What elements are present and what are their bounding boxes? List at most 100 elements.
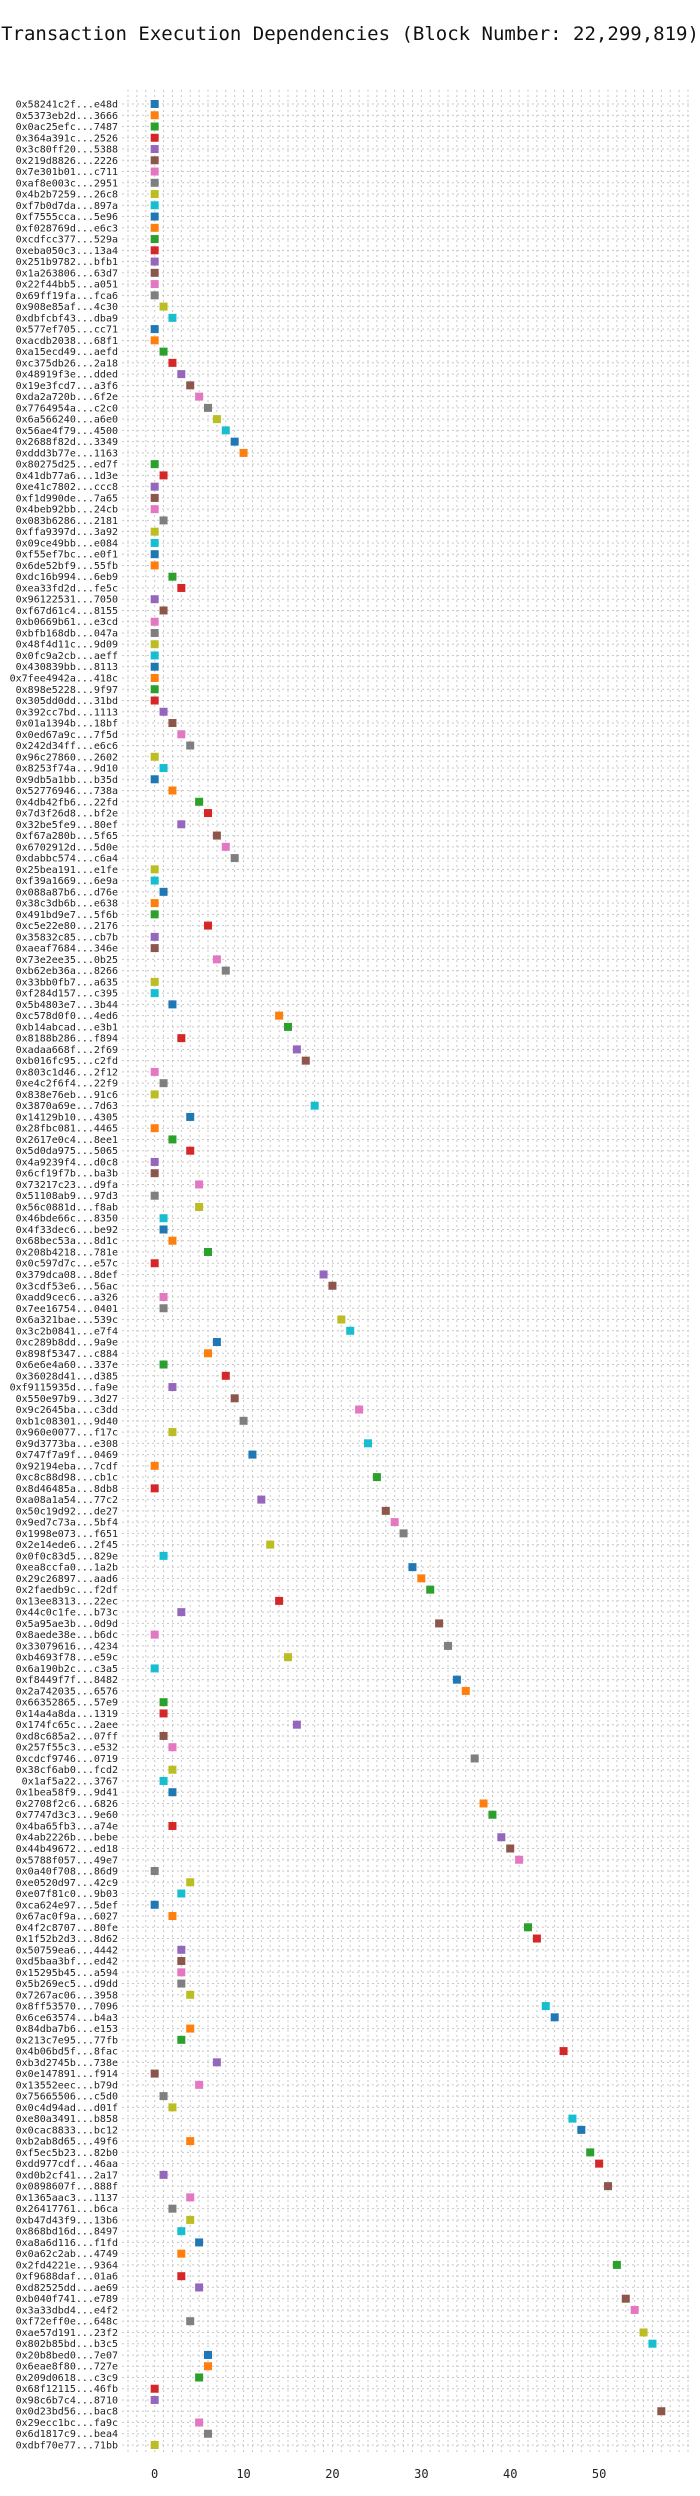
data-point [568,2114,577,2123]
data-point [168,358,177,367]
y-tick-label: 0x69ff19fa...fca6 [16,291,118,302]
data-point [159,1776,168,1785]
data-point [186,1990,195,1999]
data-point [212,831,221,840]
data-point [150,1630,159,1639]
y-tick-label: 0xbfb168db...047a [16,628,118,639]
y-tick-label: 0x13552eec...b79d [16,2080,118,2091]
data-point [150,1461,159,1470]
data-point [177,370,186,379]
y-tick-label: 0xdc16b994...6eb9 [16,572,118,583]
y-tick-label: 0x44b49672...ed18 [16,1844,118,1855]
y-tick-label: 0x92194eba...7cdf [16,1461,118,1472]
data-point [408,1563,417,1572]
data-point [150,910,159,919]
chart-title: Transaction Execution Dependencies (Bloc… [1,23,699,45]
data-point [212,955,221,964]
data-point [150,651,159,660]
y-tick-label: 0x6702912d...5d0e [16,842,118,853]
y-tick-label: 0xf284d157...c395 [16,989,118,1000]
y-tick-label: 0x01a1394b...18bf [16,719,118,730]
y-tick-label: 0x9d3773ba...e308 [16,1439,118,1450]
data-point [150,1191,159,1200]
y-tick-label: 0xdbf70e77...71bb [16,2441,118,2452]
y-tick-label: 0x58241c2f...e48d [16,100,118,111]
data-point [150,1169,159,1178]
y-tick-label: 0xf028769d...e6c3 [16,223,118,234]
data-point [150,2384,159,2393]
data-point [150,640,159,649]
y-tick-label: 0xca624e97...5def [16,1900,118,1911]
data-point [319,1270,328,1279]
data-point [515,1855,524,1864]
y-tick-label: 0xf7b0d7da...897a [16,201,118,212]
grid [122,90,690,2455]
data-point [577,2125,586,2134]
data-point [150,538,159,547]
y-tick-label: 0x0d23bd56...bac8 [16,2407,118,2418]
y-tick-label: 0x2a742035...6576 [16,1686,118,1697]
data-point [541,2002,550,2011]
data-point [177,2249,186,2258]
y-tick-label: 0x1bea58f9...9d41 [16,1788,118,1799]
data-point [150,1867,159,1876]
data-point [168,2204,177,2213]
data-point [461,1686,470,1695]
data-point [150,989,159,998]
data-point [150,212,159,221]
data-point [186,2024,195,2033]
data-point [150,280,159,289]
y-tick-label: 0xf39a1669...6e9a [16,876,118,887]
data-point [150,291,159,300]
y-tick-label: 0x15295b45...a594 [16,1968,118,1979]
y-tick-label: 0xae57d191...23f2 [16,2328,118,2339]
x-tick-label: 50 [592,2467,606,2481]
y-tick-label: 0x20b8bed0...7e07 [16,2350,118,2361]
data-point [435,1619,444,1628]
data-point [150,156,159,165]
data-point [621,2294,630,2303]
y-tick-label: 0x0cac8833...bc12 [16,2125,118,2136]
y-tick-label: 0xffa9397d...3a92 [16,527,118,538]
y-tick-label: 0x5d0da975...5065 [16,1146,118,1157]
y-tick-label: 0xd0b2cf41...2a17 [16,2170,118,2181]
data-point [177,583,186,592]
y-tick-label: 0x8188b286...f894 [16,1034,118,1045]
y-tick-label: 0x9db5a1bb...b35d [16,775,118,786]
data-point [159,1304,168,1313]
y-tick-label: 0xc5e22e80...2176 [16,921,118,932]
data-point [221,1371,230,1380]
data-markers [150,100,666,2449]
data-point [417,1574,426,1583]
data-point [266,1540,275,1549]
data-point [150,482,159,491]
y-tick-label: 0x56c0881d...f8ab [16,1202,118,1213]
y-tick-label: 0x9c2645ba...c3dd [16,1405,118,1416]
data-point [212,415,221,424]
data-point [168,1383,177,1392]
y-tick-label: 0x305dd0dd...31bd [16,696,118,707]
y-tick-label: 0x0c597d7c...e57c [16,1259,118,1270]
data-point [150,100,159,108]
y-tick-label: 0x36028d41...d385 [16,1371,118,1382]
y-tick-label: 0x67ac0f9a...6027 [16,1912,118,1923]
y-tick-label: 0x26417761...b6ca [16,2204,118,2215]
data-point [186,2317,195,2326]
y-tick-label: 0xb47d43f9...13b6 [16,2215,118,2226]
data-point [168,2103,177,2112]
y-tick-label: 0xd8c685a2...07ff [16,1731,118,1742]
y-tick-label: 0x7ee16754...0401 [16,1304,118,1315]
y-tick-label: 0x41db77a6...1d3e [16,471,118,482]
y-tick-label: 0x84dba7b6...e153 [16,2024,118,2035]
x-tick-label: 0 [151,2467,158,2481]
y-tick-label: 0x3a33dbd4...e4f2 [16,2305,118,2316]
y-tick-label: 0x088a87b6...d76e [16,887,118,898]
data-point [195,2418,204,2427]
y-tick-label: 0x44c0c1fe...b73c [16,1608,118,1619]
data-point [150,932,159,941]
y-tick-label: 0x3c80ff20...5388 [16,145,118,156]
data-point [150,246,159,255]
y-tick-label: 0x3c2b0841...e7f4 [16,1326,118,1337]
y-tick-label: 0xc578d0f0...4ed6 [16,1011,118,1022]
data-point [159,2092,168,2101]
